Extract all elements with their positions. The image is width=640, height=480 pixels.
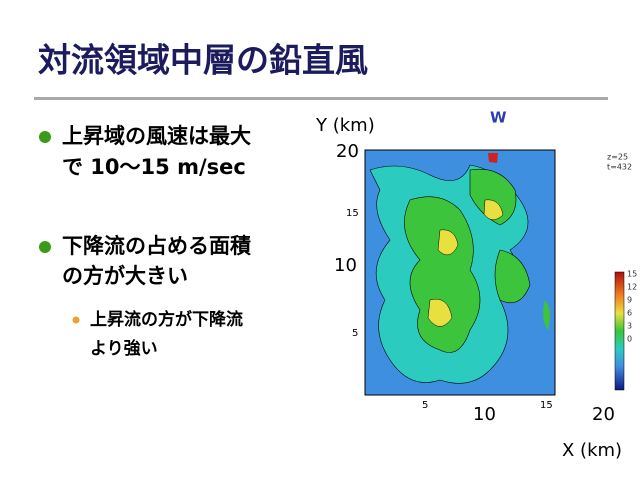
title-rule bbox=[34, 97, 608, 100]
bullet-text: 下降流の占める面積 bbox=[62, 234, 252, 258]
y-tick-label: 5 bbox=[352, 328, 358, 339]
x-axis-label: X (km) bbox=[562, 440, 622, 461]
colorbar-label: 3 bbox=[627, 322, 632, 331]
y-tick-label: 10 bbox=[334, 255, 357, 276]
colorbar-label: 12 bbox=[627, 283, 637, 292]
figure-title: W bbox=[490, 109, 507, 127]
sub-bullet-text: より強い bbox=[90, 338, 158, 359]
colorbar-label: 6 bbox=[627, 309, 632, 318]
bullet-text: の方が大きい bbox=[62, 264, 188, 288]
bullet-text: 上昇域の風速は最大 bbox=[62, 124, 251, 148]
colorbar-label: 9 bbox=[627, 296, 632, 305]
info-text: z=25 bbox=[607, 153, 628, 162]
y-axis-label: Y (km) bbox=[315, 115, 375, 136]
colorbar bbox=[614, 271, 625, 391]
sub-bullet-text: 上昇流の方が下降流 bbox=[90, 309, 243, 330]
colorbar-label: 15 bbox=[627, 270, 637, 279]
y-tick-label: 15 bbox=[346, 208, 359, 219]
x-tick-label: 20 bbox=[592, 404, 615, 425]
sub-bullet-dot bbox=[72, 316, 80, 324]
bullet-text: で 10〜15 m/sec bbox=[62, 155, 246, 179]
info-text: t=432 bbox=[607, 163, 632, 172]
bullet-dot bbox=[39, 241, 51, 253]
contour-plot bbox=[364, 149, 556, 396]
bullet-dot bbox=[39, 131, 51, 143]
slide-title: 対流領域中層の鉛直風 bbox=[38, 41, 368, 80]
x-tick-label: 10 bbox=[473, 404, 496, 425]
y-tick-label: 20 bbox=[336, 141, 359, 162]
colorbar-label: 0 bbox=[627, 335, 632, 344]
x-tick-label: 5 bbox=[422, 400, 428, 411]
x-tick-label: 15 bbox=[540, 400, 553, 411]
